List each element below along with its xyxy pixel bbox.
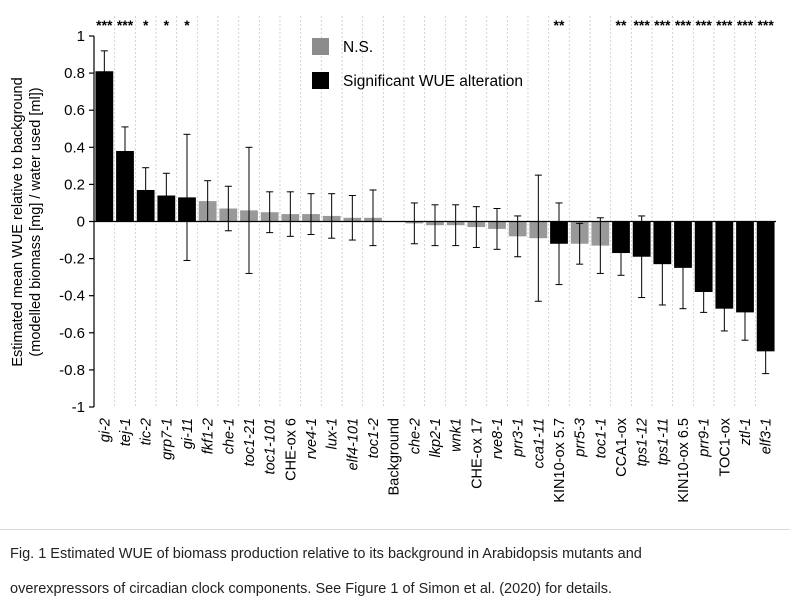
x-tick-label: Background <box>387 418 403 495</box>
chart-area: -1 -0.8 -0.6 -0.4 -0.2 0 0.2 0.4 0.6 0.8 1 *** *** *… <box>10 16 776 503</box>
x-tick-label: ztl-1 <box>738 418 754 446</box>
significance-star: * <box>164 17 170 33</box>
y-tick-label: -0.4 <box>59 288 85 305</box>
bar <box>95 71 114 222</box>
x-tick-label: CCA1-ox <box>614 417 630 477</box>
x-tick-label: KIN10-ox 6.5 <box>676 418 692 503</box>
y-tick-label: -0.6 <box>59 325 85 342</box>
significance-star: *** <box>757 17 774 33</box>
y-tick-label: -0.8 <box>59 362 85 379</box>
x-tick-label: rve4-1 <box>304 418 320 459</box>
legend-label: Significant WUE alteration <box>343 73 523 90</box>
x-tick-label: elf3-1 <box>759 418 775 454</box>
bar <box>116 151 134 222</box>
y-axis-label-line-2: (modelled biomass [mg] / water used [ml]… <box>28 87 44 356</box>
x-tick-label: gi-2 <box>97 418 113 442</box>
x-tick-label: toc1-1 <box>593 418 609 458</box>
y-tick-label: 0.8 <box>64 65 85 82</box>
x-tick-label: prr3-1 <box>511 418 527 458</box>
x-tick-label: KIN10-ox 5.7 <box>552 418 568 503</box>
x-tick-label: tej-1 <box>118 418 134 446</box>
figure-caption-line-2: overexpressors of circadian clock compon… <box>10 581 613 597</box>
bar <box>694 221 713 292</box>
x-tick-label: elf4-101 <box>345 418 361 470</box>
x-tick-label: toc1-2 <box>366 418 382 458</box>
y-tick-label: -1 <box>72 399 85 416</box>
x-tick-label: toc1-101 <box>263 418 279 474</box>
x-tick-label: toc1-21 <box>242 418 258 466</box>
caption-divider <box>0 529 790 530</box>
x-tick-label: grp7-1 <box>159 418 175 460</box>
x-tick-label: tps1-12 <box>635 418 651 466</box>
y-tick-label: 0 <box>77 214 85 231</box>
significance-stars: *** *** * * * ** ** *** *** *** *** *** *** *** <box>96 17 774 33</box>
y-tick-label: 0.2 <box>64 176 85 193</box>
significance-star: ** <box>616 17 627 33</box>
significance-star: *** <box>633 17 650 33</box>
significance-star: * <box>143 17 149 33</box>
separator-lines <box>114 16 756 407</box>
legend: N.S. Significant WUE alteration <box>312 38 523 90</box>
significance-star: *** <box>96 17 113 33</box>
legend-swatch <box>312 38 329 55</box>
y-axis-label-line-1: Estimated mean WUE relative to backgroun… <box>10 77 26 366</box>
x-tick-label: tic-2 <box>139 418 155 445</box>
legend-label: N.S. <box>343 39 373 56</box>
x-tick-label: wnk1 <box>449 418 465 452</box>
bar-chart: -1-0.8-0.6-0.4-0.200.20.40.60.81 *** *** *… <box>10 16 776 503</box>
y-tick-label: 1 <box>77 28 85 45</box>
y-tick-label: -0.2 <box>59 251 85 268</box>
x-tick-label: tps1-11 <box>655 418 671 465</box>
significance-star: *** <box>737 17 754 33</box>
error-bars <box>100 50 770 375</box>
x-tick-label: prr5-3 <box>573 418 589 458</box>
x-tick-label: cca1-11 <box>531 418 547 469</box>
x-tick-label: che-1 <box>221 418 237 454</box>
significance-star: ** <box>554 17 565 33</box>
x-tick-label: lkp2-1 <box>428 418 444 458</box>
y-tick-label: 0.4 <box>64 139 85 156</box>
significance-star: *** <box>716 17 733 33</box>
x-tick-label: che-2 <box>407 418 423 454</box>
y-axis: -1 -0.8 -0.6 -0.4 -0.2 0 0.2 0.4 0.6 0.8 1 <box>59 28 776 416</box>
significance-star: *** <box>117 17 134 33</box>
bar <box>736 221 754 313</box>
significance-star: * <box>184 17 190 33</box>
legend-swatch <box>312 72 329 89</box>
x-tick-label: CHE-ox 6 <box>283 418 299 481</box>
x-tick-label: rve8-1 <box>490 418 506 459</box>
x-tick-labels: gi-2 tej-1 tic-2 grp7-1 gi-11 fkf1-2 che-1 toc1… <box>97 417 774 502</box>
x-tick-label: prr9-1 <box>697 418 713 458</box>
x-tick-label: CHE-ox 17 <box>469 418 485 489</box>
significance-star: *** <box>675 17 692 33</box>
x-tick-label: TOC1-ox <box>717 417 733 476</box>
significance-star: *** <box>695 17 712 33</box>
bar <box>715 221 734 309</box>
significance-star: *** <box>654 17 671 33</box>
x-tick-label: gi-11 <box>180 418 196 449</box>
x-tick-label: fkf1-2 <box>201 418 217 454</box>
x-tick-label: lux-1 <box>325 418 341 449</box>
figure-caption-line-1: Fig. 1 Estimated WUE of biomass producti… <box>10 546 642 562</box>
bar <box>756 221 775 352</box>
y-tick-label: 0.6 <box>64 102 85 119</box>
